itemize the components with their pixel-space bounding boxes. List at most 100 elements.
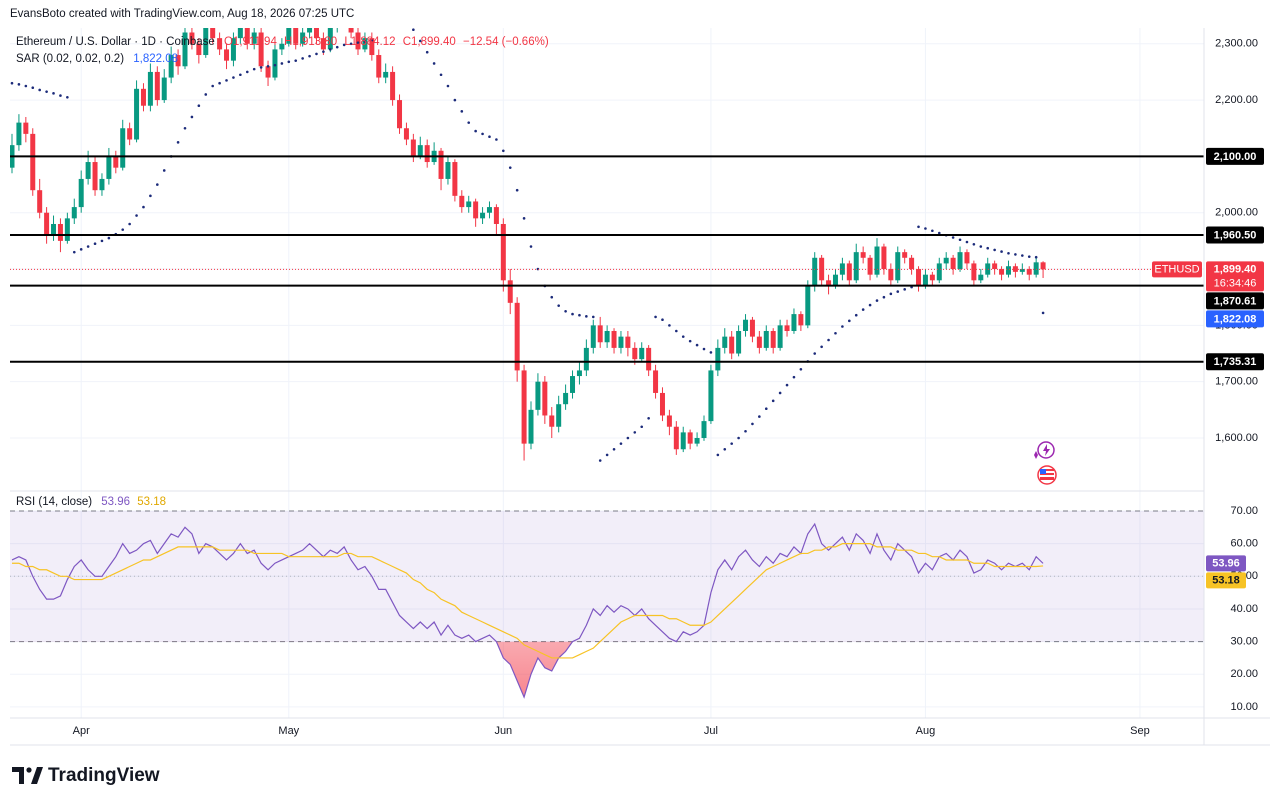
candle-body bbox=[576, 370, 582, 377]
sar-dot bbox=[986, 246, 990, 250]
candle-body bbox=[708, 370, 714, 422]
sar-tag bbox=[1206, 310, 1264, 328]
sar-dot bbox=[24, 84, 28, 88]
candle-body bbox=[293, 28, 299, 44]
candle-body bbox=[992, 263, 998, 270]
sar-dot bbox=[156, 183, 159, 186]
rsi-value-label: 53.18 bbox=[1212, 574, 1240, 586]
sar-dot bbox=[176, 141, 180, 144]
candle-body bbox=[106, 156, 112, 179]
sar-dot bbox=[128, 222, 131, 226]
candle-body bbox=[666, 415, 672, 427]
candle-body bbox=[500, 223, 506, 281]
price-pane bbox=[10, 28, 1204, 462]
candle-body bbox=[196, 43, 202, 56]
candle-body bbox=[922, 274, 928, 286]
candle-body bbox=[78, 178, 84, 208]
sar-dot bbox=[688, 339, 692, 343]
axis-tags: ETHUSD 53.96 53.18 2,100.00 1,960.50 1,899.40… bbox=[1152, 147, 1264, 589]
sar-dot bbox=[1027, 255, 1031, 258]
sar-dot bbox=[31, 86, 35, 89]
x-tick-label: Jun bbox=[494, 725, 512, 737]
sar-dot bbox=[107, 236, 111, 240]
sar-dot bbox=[764, 407, 768, 411]
candle-body bbox=[403, 128, 409, 140]
candle-body bbox=[473, 201, 479, 219]
sar-dot bbox=[412, 28, 415, 31]
sar-dot bbox=[993, 248, 996, 252]
sar-dot bbox=[142, 205, 145, 209]
candle-body bbox=[251, 32, 257, 44]
sar-dot bbox=[737, 436, 740, 440]
sar-dot bbox=[723, 447, 727, 451]
candle-body bbox=[113, 156, 119, 168]
level-tag bbox=[1206, 353, 1264, 371]
sar-dot bbox=[418, 39, 422, 43]
candle-body bbox=[182, 32, 188, 67]
candle-body bbox=[224, 49, 230, 61]
candle-body bbox=[154, 71, 160, 101]
sar-dot bbox=[591, 315, 595, 319]
sar-dot bbox=[633, 431, 637, 434]
sar-dot bbox=[183, 126, 187, 130]
candle-body bbox=[860, 252, 866, 258]
sar-dot bbox=[550, 295, 554, 299]
sar-label: 1,822.08 bbox=[1214, 313, 1257, 325]
flag-canton bbox=[1040, 469, 1046, 474]
sar-dot bbox=[197, 104, 201, 108]
candle-body bbox=[971, 263, 977, 281]
last-price-label: 1,899.40 bbox=[1214, 263, 1257, 275]
symbol-title: Ethereum / U.S. Dollar · 1D · Coinbase bbox=[16, 36, 215, 48]
candle-body bbox=[590, 325, 596, 348]
sar-dot bbox=[841, 325, 844, 328]
candle-body bbox=[895, 252, 901, 281]
candle-body bbox=[30, 133, 36, 191]
sar-dot bbox=[38, 88, 41, 92]
sar-dot bbox=[778, 391, 782, 395]
candle-body bbox=[881, 246, 887, 270]
candle-body bbox=[763, 330, 769, 348]
sar-dot bbox=[100, 239, 104, 243]
sar-dot bbox=[245, 70, 249, 74]
sar-dot bbox=[460, 110, 464, 113]
logo-mark bbox=[12, 767, 24, 784]
sar-dot bbox=[17, 83, 21, 86]
candle-body bbox=[521, 370, 527, 444]
symbol-label: ETHUSD bbox=[1154, 263, 1199, 275]
sar-dot bbox=[820, 345, 823, 349]
sar-dot bbox=[322, 50, 325, 53]
logo-mark bbox=[26, 767, 32, 773]
sar-dot bbox=[619, 442, 623, 445]
candle-body bbox=[1033, 262, 1039, 275]
sar-dot bbox=[72, 250, 76, 254]
candle-body bbox=[791, 314, 797, 331]
sar-dot bbox=[896, 290, 900, 293]
candle-body bbox=[646, 347, 652, 371]
candle-body bbox=[1040, 262, 1046, 270]
candle-body bbox=[749, 319, 755, 337]
level-label: 1,735.31 bbox=[1214, 356, 1257, 368]
candle-body bbox=[397, 100, 403, 129]
sar-dot bbox=[578, 313, 581, 317]
sar-dot bbox=[529, 245, 533, 248]
last-price-tag bbox=[1206, 261, 1264, 292]
event-icons[interactable] bbox=[1034, 441, 1057, 485]
candle-body bbox=[189, 32, 195, 44]
sar-dot bbox=[827, 338, 830, 342]
rsi-title: RSI (14, close) bbox=[16, 496, 92, 508]
sar-dot bbox=[668, 324, 671, 327]
flag-glyph bbox=[1040, 469, 1054, 480]
candle-body bbox=[210, 28, 216, 39]
candle-body bbox=[659, 392, 665, 416]
candle-body bbox=[916, 269, 922, 286]
sar-dot bbox=[342, 43, 346, 47]
sar-dot bbox=[508, 166, 512, 169]
y-tick-label: 2,200.00 bbox=[1215, 94, 1258, 106]
flag-stripe bbox=[1040, 471, 1054, 473]
sar-dot bbox=[225, 79, 228, 82]
candle-body bbox=[1005, 266, 1011, 275]
sar-dot bbox=[875, 299, 879, 302]
sar-dot bbox=[121, 228, 125, 231]
candle-body bbox=[542, 381, 548, 416]
sar-dot bbox=[751, 422, 754, 426]
